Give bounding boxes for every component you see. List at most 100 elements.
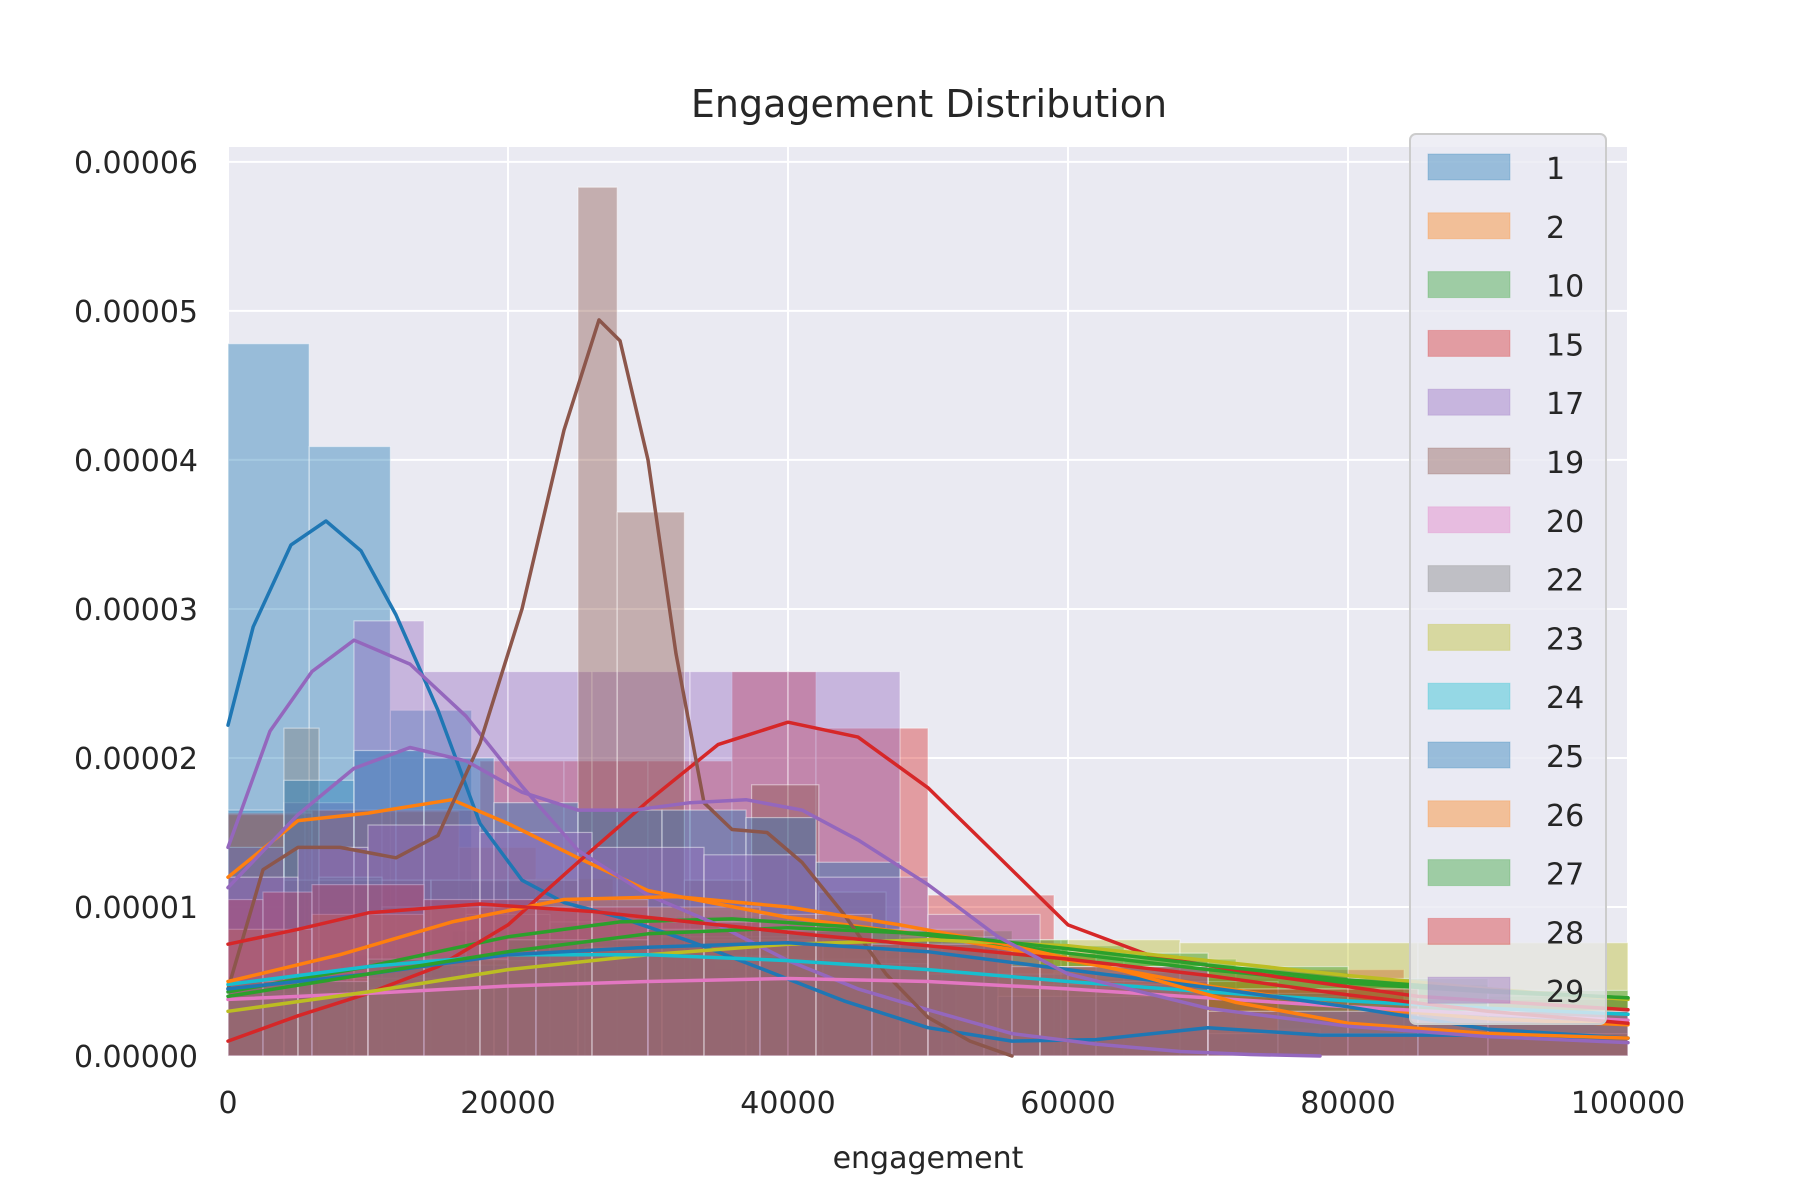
legend-label-20: 20 [1546, 505, 1584, 540]
kde-line-26 [226, 894, 1630, 1040]
hist-bar-23-2 [465, 960, 586, 1057]
hist-bar-1-6 [714, 968, 798, 1057]
hist-bar-20-2 [507, 982, 649, 1057]
legend-item-28: 28 [1427, 916, 1584, 951]
y-tick-label-2: 0.00002 [74, 742, 198, 777]
legend-item-20: 20 [1427, 505, 1584, 540]
legend-label-27: 27 [1546, 858, 1584, 893]
kde-line-19 [226, 318, 1014, 1058]
x-tick-label-5: 100000 [1571, 1086, 1686, 1121]
kde-line-20 [226, 976, 1630, 1022]
legend-swatch-20 [1427, 506, 1511, 534]
x-tick-label-4: 80000 [1300, 1086, 1395, 1121]
legend-label-15: 15 [1546, 328, 1584, 363]
legend-label-24: 24 [1546, 681, 1584, 716]
hist-bar-17-3 [423, 670, 509, 1057]
hist-bar-22-7 [787, 958, 929, 1057]
legend-label-10: 10 [1546, 270, 1584, 305]
legend-swatch-10 [1427, 271, 1511, 299]
legend-swatch-29 [1427, 976, 1511, 1004]
x-tick-label-3: 60000 [1020, 1086, 1115, 1121]
kde-line-1 [226, 519, 1630, 1043]
hist-bar-17-5 [591, 670, 691, 1057]
hist-bar-29-5 [703, 854, 817, 1057]
hist-bar-19-9 [818, 891, 887, 1057]
hist-bar-15-7 [815, 727, 929, 1057]
legend-item-15: 15 [1427, 328, 1584, 363]
hist-bar-2-5 [612, 898, 691, 1057]
legend-item-26: 26 [1427, 799, 1584, 834]
hist-bar-1-8 [876, 1012, 960, 1057]
kde-line-28 [226, 902, 1630, 1025]
hist-bar-1-4 [552, 924, 635, 1057]
hist-bar-17-6 [689, 670, 789, 1057]
hist-series-19 [227, 186, 957, 1057]
x-tick-label-2: 40000 [740, 1086, 835, 1121]
hist-bar-15-5 [647, 760, 733, 1057]
legend-swatch-26 [1427, 800, 1511, 828]
legend-item-23: 23 [1427, 622, 1584, 657]
hist-bar-10-4 [675, 915, 789, 1057]
legend-label-28: 28 [1546, 916, 1584, 951]
hist-bar-25-7 [745, 816, 817, 1057]
kde-line-29 [226, 745, 1630, 1045]
hist-bar-25-2 [353, 749, 425, 1057]
histogram-layer [227, 186, 1629, 1057]
y-axis-ticks: 0.00000 0.00001 0.00002 0.00003 0.00004 0.000… [74, 146, 198, 1075]
legend-item-19: 19 [1427, 446, 1584, 481]
legend-swatch-19 [1427, 447, 1511, 475]
hist-bar-1-7 [795, 994, 879, 1057]
hist-bar-23-3 [584, 946, 705, 1057]
y-tick-label-1: 0.00001 [74, 891, 198, 926]
legend-swatch-25 [1427, 741, 1511, 769]
hist-bar-24-3 [647, 955, 789, 1057]
legend-item-17: 17 [1427, 387, 1584, 422]
hist-bar-10-3 [563, 918, 677, 1057]
legend-label-22: 22 [1546, 564, 1584, 599]
hist-bar-27-2 [507, 939, 649, 1057]
hist-bar-2-2 [381, 811, 460, 1057]
legend-frame [1409, 133, 1607, 1025]
y-tick-label-6: 0.00006 [74, 146, 198, 181]
hist-bar-27-1 [367, 958, 509, 1057]
legend-swatch-15 [1427, 329, 1511, 357]
y-tick-label-3: 0.00003 [74, 593, 198, 628]
legend-label-26: 26 [1546, 799, 1584, 834]
legend-swatch-2 [1427, 212, 1511, 240]
hist-bar-28-6 [759, 928, 873, 1057]
legend-swatch-1 [1427, 153, 1511, 181]
legend-item-24: 24 [1427, 681, 1584, 716]
y-tick-label-5: 0.00005 [74, 295, 198, 330]
hist-series-17 [227, 620, 1321, 1057]
legend: 1 2 10 15 17 19 20 22 23 24 25 26 27 28 29 [1409, 133, 1607, 1025]
legend-swatch-17 [1427, 388, 1511, 416]
x-axis-ticks: 0 20000 40000 60000 80000 100000 [218, 1086, 1685, 1121]
x-tick-label-1: 20000 [460, 1086, 555, 1121]
y-tick-label-0: 0.00000 [74, 1040, 198, 1075]
legend-item-1: 1 [1427, 152, 1565, 187]
hist-bar-20-3 [647, 979, 789, 1057]
legend-item-2: 2 [1427, 211, 1565, 246]
hist-bar-19-6 [616, 511, 686, 1057]
legend-swatch-27 [1427, 859, 1511, 887]
legend-items: 1 2 10 15 17 19 20 22 23 24 25 26 27 28 29 [1427, 152, 1584, 1010]
legend-item-25: 25 [1427, 740, 1584, 775]
legend-swatch-24 [1427, 682, 1511, 710]
legend-label-25: 25 [1546, 740, 1584, 775]
hist-bar-29-1 [297, 846, 369, 1057]
legend-swatch-23 [1427, 623, 1511, 651]
legend-label-2: 2 [1546, 211, 1565, 246]
legend-label-17: 17 [1546, 387, 1584, 422]
hist-bar-20-5 [927, 983, 1069, 1057]
x-tick-label-0: 0 [218, 1086, 237, 1121]
hist-bar-20-0 [227, 992, 369, 1057]
hist-bar-2-6 [689, 909, 768, 1057]
kde-layer [226, 318, 1630, 1058]
legend-label-23: 23 [1546, 622, 1584, 657]
legend-item-22: 22 [1427, 564, 1584, 599]
kde-line-27 [226, 926, 1630, 1000]
kde-line-17 [226, 638, 1322, 1058]
legend-label-1: 1 [1546, 152, 1565, 187]
legend-label-29: 29 [1546, 975, 1584, 1010]
